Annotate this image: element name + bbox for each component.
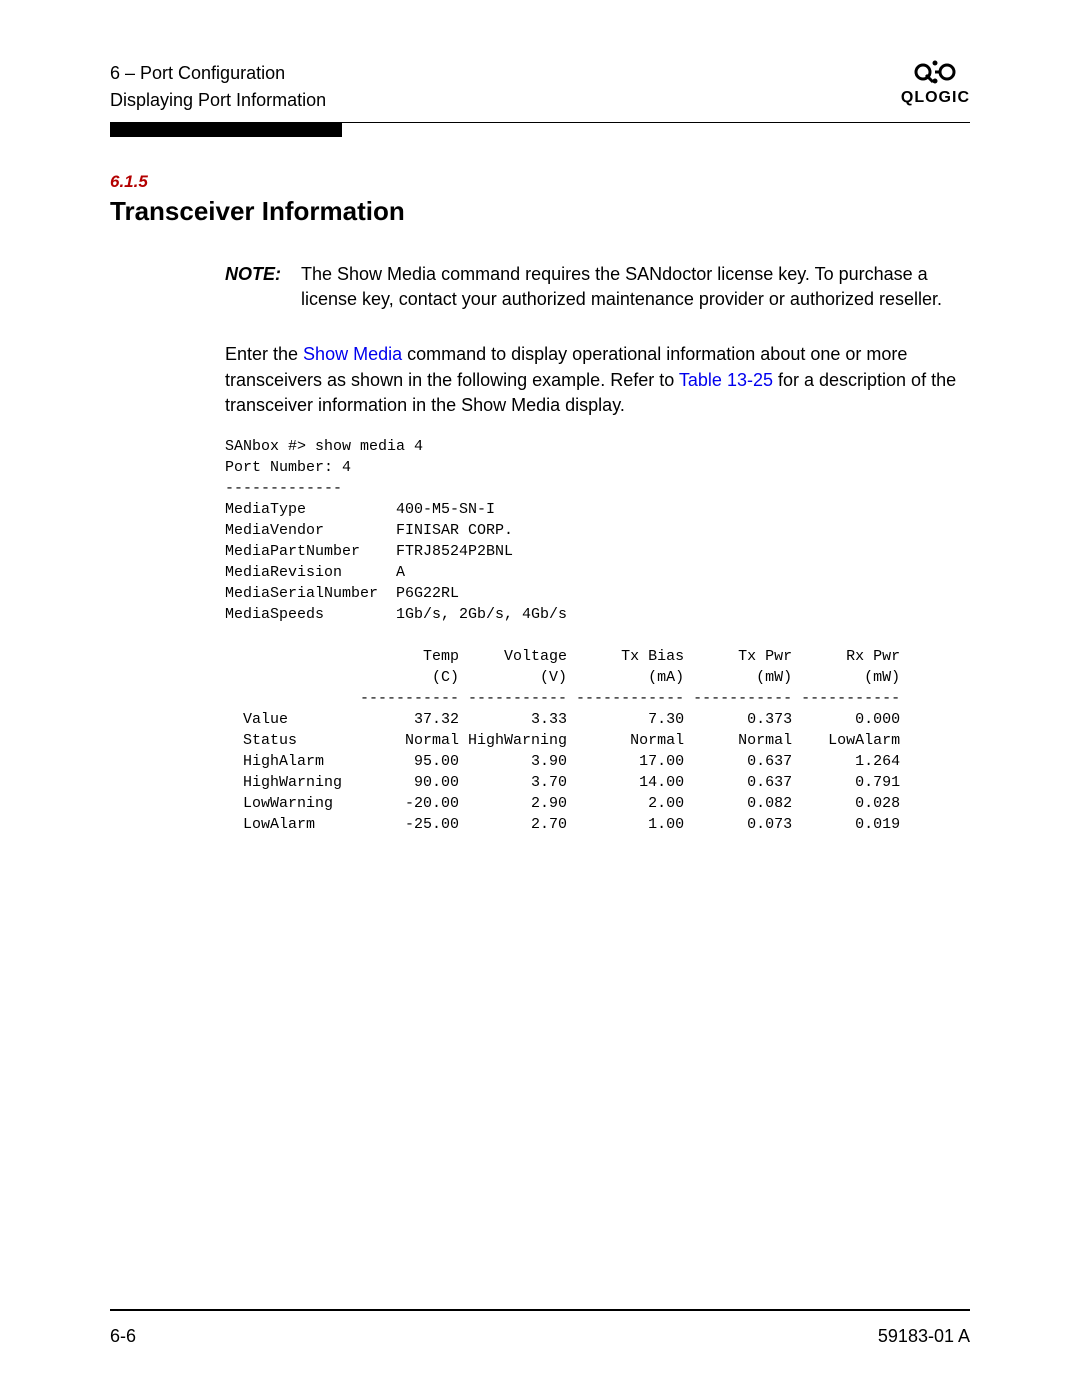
note-label: NOTE:: [225, 262, 281, 312]
body-paragraph: Enter the Show Media command to display …: [225, 342, 970, 418]
section-title: Transceiver Information: [110, 196, 970, 227]
company-logo: QLOGIC: [901, 60, 970, 107]
logo-text: QLOGIC: [901, 89, 970, 107]
qlogic-logo-icon: [911, 60, 959, 84]
content-area: NOTE: The Show Media command requires th…: [225, 262, 970, 835]
section-number: 6.1.5: [110, 172, 970, 192]
footer-rule: [110, 1309, 970, 1311]
note-text: The Show Media command requires the SANd…: [301, 262, 970, 312]
page-number: 6-6: [110, 1326, 136, 1347]
header-subtitle: Displaying Port Information: [110, 87, 326, 114]
footer-content: 6-6 59183-01 A: [110, 1326, 970, 1347]
code-output: SANbox #> show media 4 Port Number: 4 --…: [225, 436, 970, 835]
header-black-bar: [110, 123, 342, 137]
show-media-link[interactable]: Show Media: [303, 344, 402, 364]
page-header: 6 – Port Configuration Displaying Port I…: [110, 60, 970, 114]
body-part1: Enter the: [225, 344, 303, 364]
header-chapter: 6 – Port Configuration: [110, 60, 326, 87]
document-id: 59183-01 A: [878, 1326, 970, 1347]
table-link[interactable]: Table 13-25: [679, 370, 773, 390]
page-footer: 6-6 59183-01 A: [110, 1309, 970, 1347]
note-block: NOTE: The Show Media command requires th…: [225, 262, 970, 312]
header-left: 6 – Port Configuration Displaying Port I…: [110, 60, 326, 114]
